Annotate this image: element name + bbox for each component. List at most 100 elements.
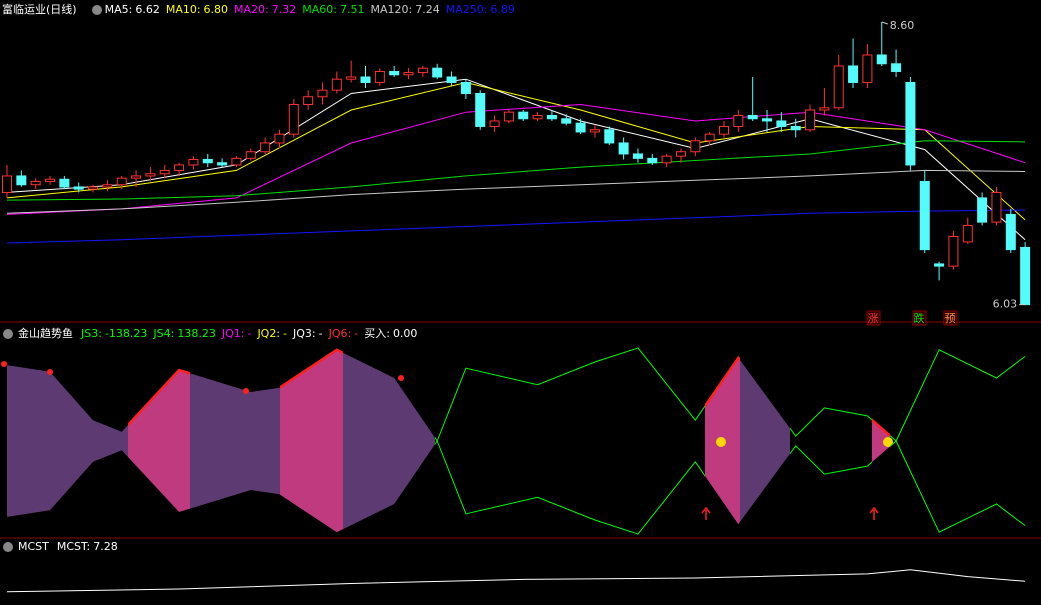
candle-body xyxy=(632,153,643,159)
candle-body xyxy=(934,263,945,267)
header-text: MA120: xyxy=(370,3,412,16)
header-text: 7.32 xyxy=(272,3,297,16)
candle-body xyxy=(231,157,242,166)
header-text: MCST: xyxy=(57,540,90,553)
candle-body xyxy=(489,120,500,127)
signal-dot xyxy=(243,388,249,394)
candle-body xyxy=(1020,246,1031,306)
candle-body xyxy=(102,184,113,188)
candle-body xyxy=(762,118,773,122)
buy-dot xyxy=(883,437,893,447)
signal-dot xyxy=(1,361,7,367)
header-text: 138.23 xyxy=(177,327,216,340)
candle-body xyxy=(460,81,471,94)
header-text: 6.80 xyxy=(204,3,229,16)
candle-body xyxy=(346,76,357,80)
marker-box xyxy=(866,310,881,326)
header-text: 买入: xyxy=(364,327,390,340)
candle-body xyxy=(360,76,371,83)
marker-box xyxy=(912,310,927,326)
candle-body xyxy=(962,224,973,243)
header-text: - xyxy=(319,327,323,340)
candle-body xyxy=(905,81,916,166)
header-text: JQ6: xyxy=(328,327,352,340)
candle-body xyxy=(589,129,600,133)
candle-body xyxy=(805,109,816,131)
header-text: JQ1: xyxy=(221,327,245,340)
series-line xyxy=(6,209,1026,244)
candle-body xyxy=(217,162,228,166)
marker-box xyxy=(943,310,958,326)
candle-body xyxy=(661,155,672,164)
candle-body xyxy=(518,111,529,120)
marker-label: 涨 xyxy=(868,312,879,325)
candle-body xyxy=(604,129,615,144)
candle-body xyxy=(188,158,199,166)
candle-body xyxy=(59,178,70,188)
candle-body xyxy=(116,177,127,186)
candle-body xyxy=(948,235,959,267)
candle-body xyxy=(45,178,56,182)
signal-dot xyxy=(47,369,53,375)
header-text: JQ2: xyxy=(256,327,280,340)
signal-dot xyxy=(398,375,404,381)
candle-body xyxy=(475,92,486,127)
candle-body xyxy=(30,180,41,186)
header-text: MA60: xyxy=(302,3,337,16)
candle-body xyxy=(776,120,787,127)
candle-body xyxy=(690,140,701,153)
candle-body xyxy=(575,122,586,133)
candle-body xyxy=(747,114,758,120)
header-text: - xyxy=(247,327,251,340)
candle-body xyxy=(647,157,658,164)
candle-body xyxy=(561,118,572,124)
candle-body xyxy=(374,70,385,83)
header-text: 7.51 xyxy=(340,3,365,16)
candle-body xyxy=(446,76,457,83)
header-text: MA250: xyxy=(446,3,488,16)
header-text: 金山趋势鱼 xyxy=(18,326,73,340)
candle-body xyxy=(389,70,400,76)
series-line xyxy=(6,169,1026,214)
series-line xyxy=(6,140,1026,201)
annotation-label: 6.03 xyxy=(993,298,1018,311)
candle-body xyxy=(159,169,170,175)
buy-dot xyxy=(716,437,726,447)
candle-body xyxy=(73,186,84,190)
candle-body xyxy=(432,67,443,78)
series-line xyxy=(6,81,1026,221)
candle-body xyxy=(891,63,902,72)
candle-body xyxy=(1005,213,1016,251)
candle-body xyxy=(790,125,801,131)
buy-arrow xyxy=(701,506,711,520)
candle-body xyxy=(145,173,156,177)
candle-body xyxy=(919,180,930,251)
menu-icon[interactable] xyxy=(3,329,13,339)
candle-body xyxy=(174,164,185,171)
candle-body xyxy=(88,186,99,190)
candle-body xyxy=(848,65,859,83)
candle-body xyxy=(719,125,729,135)
menu-icon[interactable] xyxy=(92,5,102,15)
candle-body xyxy=(733,114,744,127)
header-text: 0.00 xyxy=(393,327,418,340)
buy-arrow xyxy=(869,506,879,520)
candle-body xyxy=(202,158,213,164)
header-text: JQ3: xyxy=(292,327,316,340)
candle-body xyxy=(704,133,715,142)
menu-icon[interactable] xyxy=(3,542,13,552)
candle-body xyxy=(417,67,428,74)
series-line xyxy=(6,103,1026,215)
header-text: MA20: xyxy=(234,3,269,16)
marker-label: 跌 xyxy=(914,311,925,325)
header-text: 富临运业(日线) xyxy=(2,2,77,16)
header-text: - xyxy=(283,327,287,340)
candle-body xyxy=(503,111,514,122)
candle-body xyxy=(532,114,543,120)
candle-body xyxy=(618,142,629,155)
candle-body xyxy=(991,191,1002,223)
candle-body xyxy=(546,114,557,120)
header-text: MA5: xyxy=(105,3,133,16)
